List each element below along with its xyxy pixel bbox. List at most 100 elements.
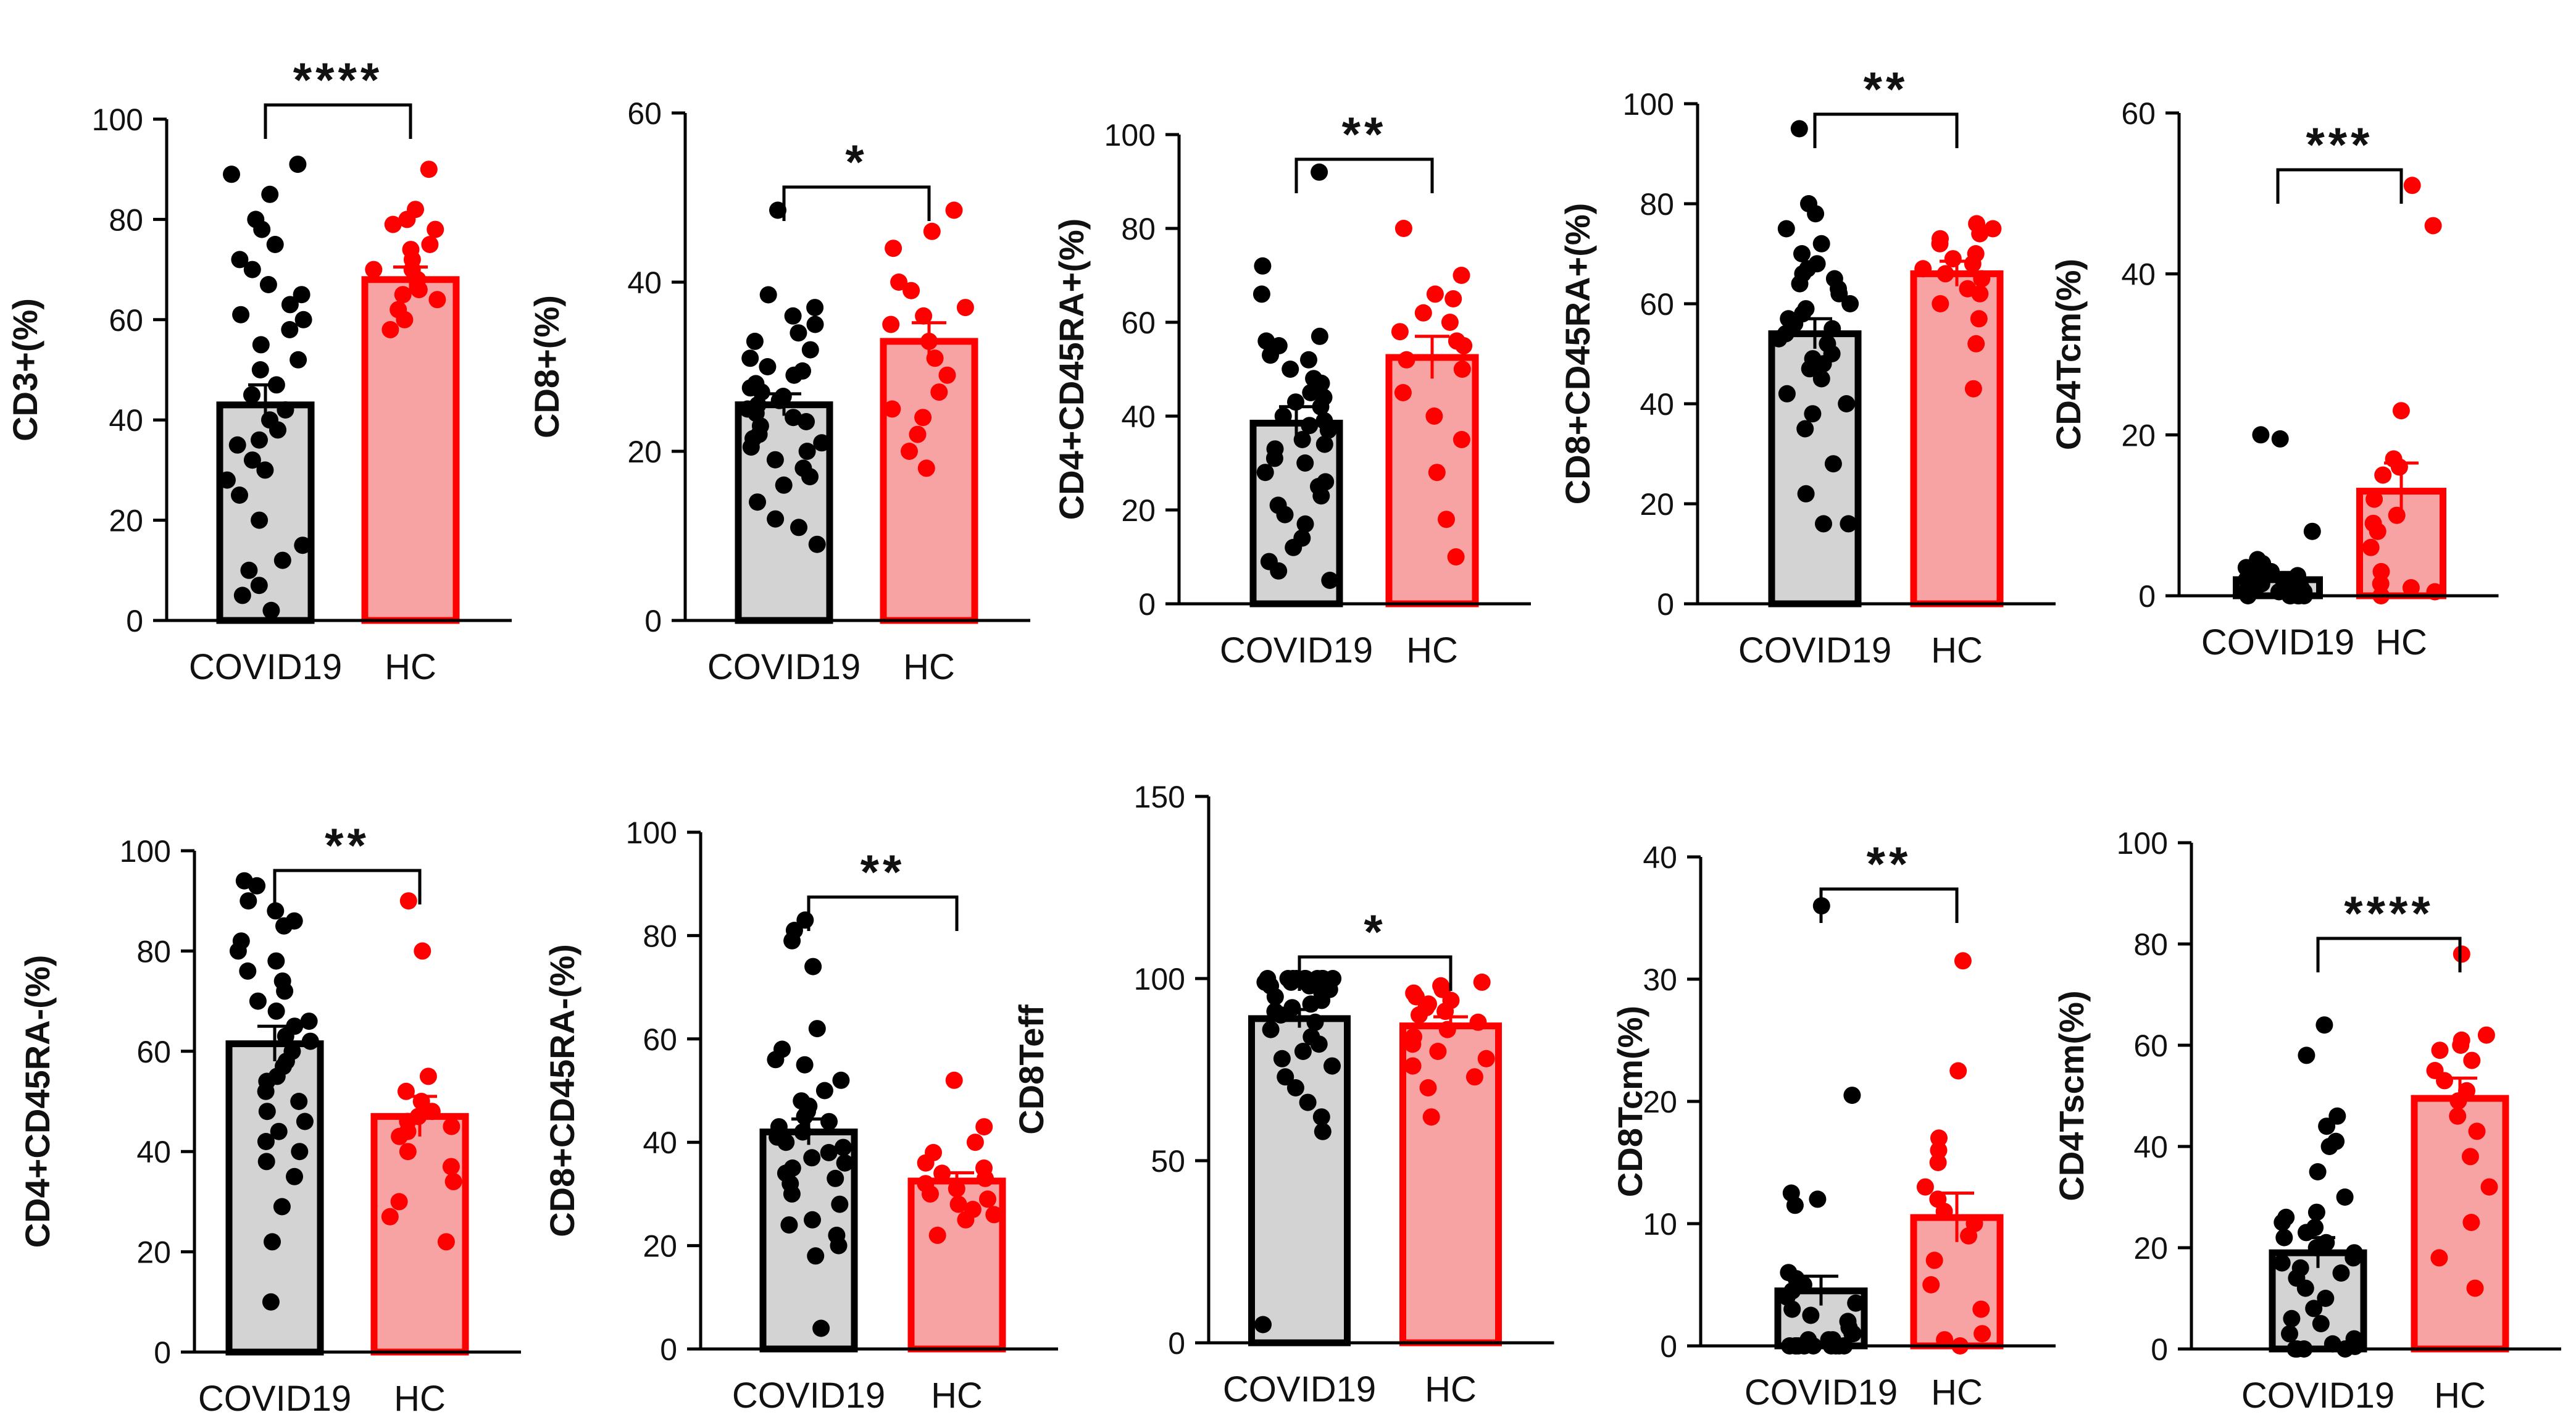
data-point [945, 201, 963, 219]
data-point [798, 413, 815, 430]
data-point [1967, 335, 1985, 353]
data-point [1790, 120, 1808, 138]
data-point [1812, 370, 1830, 388]
data-point [1841, 295, 1859, 312]
data-point [1801, 360, 1819, 378]
data-point [1253, 285, 1270, 303]
data-point [759, 286, 777, 304]
data-point [806, 299, 824, 317]
data-point [251, 361, 269, 378]
data-point [2320, 1138, 2338, 1155]
data-point [381, 321, 399, 338]
y-tick-label: 60 [136, 1035, 171, 1069]
bar-hc [1910, 270, 2004, 608]
significance-label: **** [293, 52, 383, 107]
data-point [1306, 1013, 1324, 1031]
data-point [1301, 977, 1319, 995]
y-tick-label: 100 [120, 834, 171, 869]
data-point [291, 1143, 309, 1161]
y-tick-label: 40 [2121, 257, 2156, 292]
data-point [1453, 267, 1470, 284]
data-point [902, 282, 920, 299]
bar-hc [2411, 1095, 2509, 1353]
data-point [381, 1208, 399, 1225]
data-point [928, 1226, 946, 1244]
data-point [419, 1067, 437, 1085]
data-point [228, 436, 246, 454]
y-tick-label: 40 [1640, 387, 1674, 422]
data-point [2362, 538, 2380, 556]
data-point [2461, 1148, 2479, 1166]
x-tick-label-hc: HC [1406, 630, 1458, 670]
data-point [2424, 217, 2442, 235]
data-point [1824, 455, 1842, 473]
panel-7: COVID19 HC 0 20 40 60 80 100 CD8+CD45RA-(%) ** [543, 816, 1058, 1416]
data-point [901, 443, 918, 460]
data-point [957, 1211, 975, 1229]
data-point [277, 401, 294, 419]
data-point [427, 220, 444, 238]
data-point [1932, 295, 1949, 312]
data-point [257, 1153, 275, 1171]
data-point [249, 992, 267, 1010]
data-point [749, 493, 766, 511]
data-point [1394, 220, 1412, 237]
data-point [882, 315, 900, 333]
data-point [796, 1056, 814, 1074]
data-point [266, 236, 284, 253]
data-point [2403, 177, 2421, 194]
y-tick-label: 20 [2121, 418, 2156, 453]
data-point [813, 434, 831, 452]
data-point [885, 240, 902, 257]
data-point [977, 1169, 994, 1187]
data-point [399, 1143, 417, 1161]
data-point [1777, 220, 1795, 238]
data-point [256, 461, 274, 479]
data-point [2252, 426, 2270, 444]
y-axis-label: CD4+CD45RA-(%) [18, 955, 57, 1248]
data-point [2315, 1016, 2333, 1034]
y-tick-label: 80 [1121, 212, 1156, 246]
data-point [277, 1027, 294, 1045]
data-point [1936, 265, 1954, 283]
x-tick-label-hc: HC [1931, 1372, 1983, 1413]
data-point [1265, 449, 1283, 467]
data-point [2449, 1107, 2467, 1125]
y-tick-label: 100 [1623, 87, 1674, 122]
data-point [1273, 1050, 1291, 1067]
data-point [775, 476, 793, 494]
data-point [243, 261, 261, 278]
data-point [1300, 351, 1317, 369]
bar-hc [1399, 1022, 1502, 1347]
data-point [1266, 988, 1284, 1006]
significance-label: **** [2344, 886, 2433, 940]
data-point [267, 952, 285, 970]
data-point [790, 324, 807, 342]
data-point [1935, 1203, 1953, 1221]
y-tick-label: 0 [1660, 1329, 1677, 1364]
data-point [1315, 435, 1333, 453]
data-point [1293, 431, 1311, 448]
data-point [1843, 1325, 1861, 1343]
data-point [1282, 973, 1300, 991]
y-tick-label: 0 [126, 604, 143, 638]
data-point [922, 1185, 939, 1203]
y-tick-label: 0 [2151, 1332, 2168, 1367]
data-point [1428, 464, 1446, 482]
data-point [741, 349, 759, 367]
significance-label: ** [1342, 107, 1387, 161]
data-point [1411, 1006, 1428, 1024]
y-tick-label: 40 [627, 265, 662, 300]
x-tick-label-covid19: COVID19 [2241, 1376, 2395, 1416]
significance-bracket [1298, 955, 1453, 991]
data-point [300, 1013, 318, 1030]
data-point [301, 1032, 319, 1050]
data-point [831, 1195, 849, 1213]
data-point [1960, 1227, 1978, 1245]
data-point [1312, 398, 1330, 415]
data-point [914, 409, 932, 427]
y-axis-label: CD8+CD45RA-(%) [543, 944, 581, 1237]
data-point [2402, 579, 2420, 596]
data-point [1254, 257, 1272, 275]
